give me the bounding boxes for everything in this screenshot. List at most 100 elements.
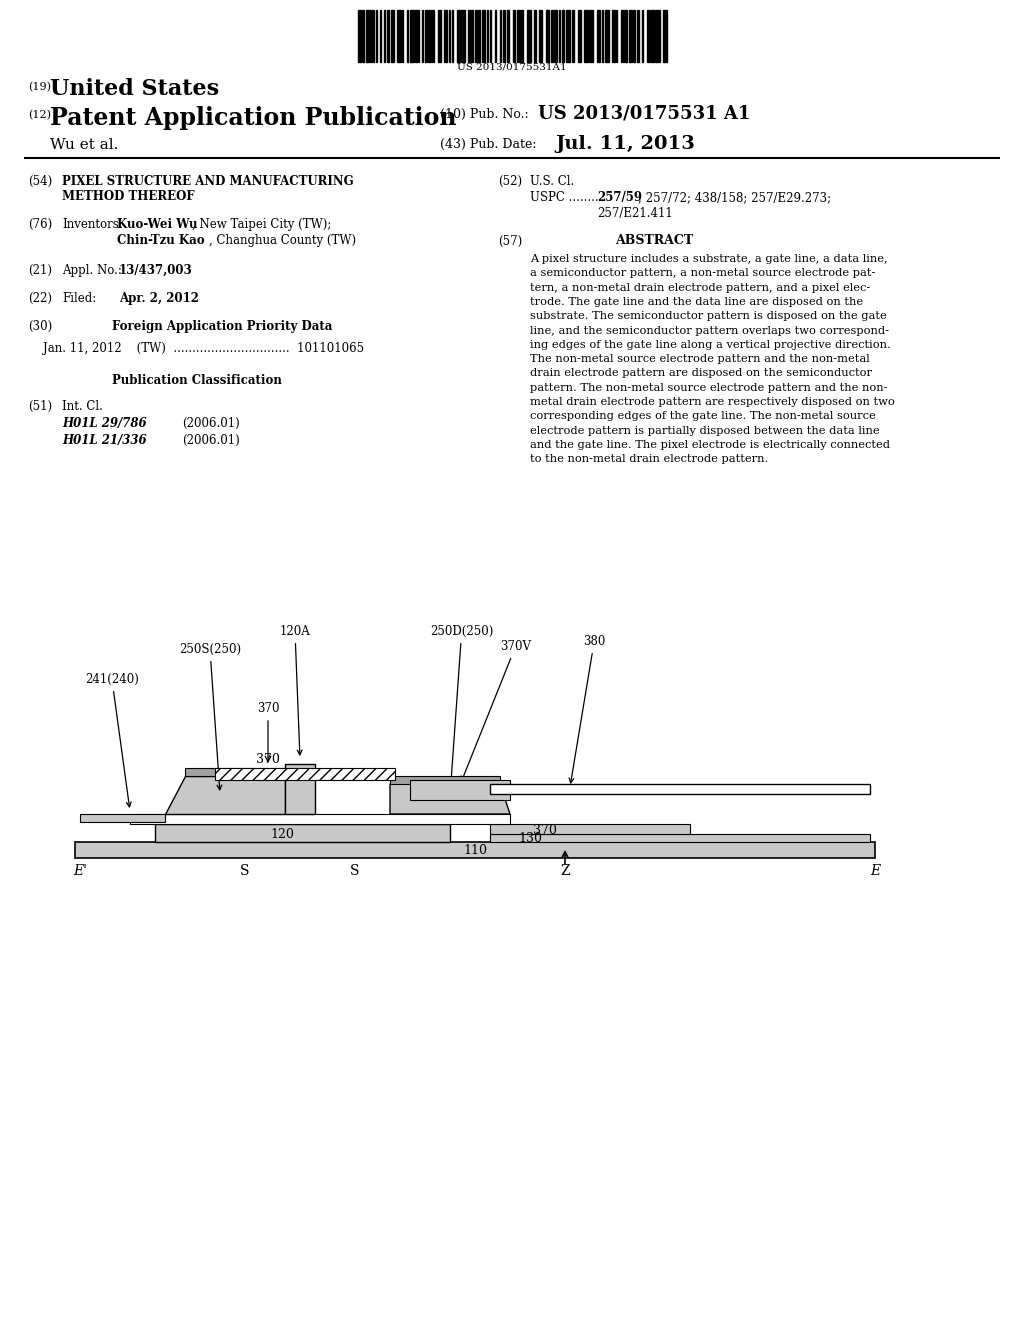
Text: to the non-metal drain electrode pattern.: to the non-metal drain electrode pattern…	[530, 454, 768, 465]
Bar	[633, 11, 635, 62]
Text: line, and the semiconductor pattern overlaps two correspond-: line, and the semiconductor pattern over…	[530, 326, 889, 335]
Text: ; 257/72; 438/158; 257/E29.273;: ; 257/72; 438/158; 257/E29.273;	[638, 191, 831, 205]
Text: 257/E21.411: 257/E21.411	[597, 207, 673, 220]
Bar	[397, 11, 401, 62]
Bar	[490, 784, 870, 795]
Text: (2006.01): (2006.01)	[182, 417, 240, 430]
Polygon shape	[80, 814, 165, 822]
Text: H01L 21/336: H01L 21/336	[62, 434, 146, 447]
Bar	[425, 11, 427, 62]
Text: ing edges of the gate line along a vertical projective direction.: ing edges of the gate line along a verti…	[530, 339, 891, 350]
Bar	[372, 11, 374, 62]
Bar	[554, 11, 557, 62]
Bar	[589, 11, 593, 62]
Bar	[605, 11, 609, 62]
Bar	[562, 11, 564, 62]
Bar	[478, 11, 480, 62]
Polygon shape	[185, 768, 285, 776]
Bar	[444, 11, 447, 62]
Bar	[551, 11, 553, 62]
Bar	[362, 11, 364, 62]
Text: S: S	[241, 865, 250, 878]
Bar	[285, 764, 315, 814]
Text: 370: 370	[534, 824, 557, 837]
Polygon shape	[390, 784, 510, 814]
Text: Filed:: Filed:	[62, 292, 96, 305]
Bar	[663, 11, 667, 62]
Text: E': E'	[73, 865, 87, 878]
Text: (52): (52)	[498, 176, 522, 187]
Bar	[415, 11, 417, 62]
Text: 370: 370	[256, 752, 280, 766]
Text: The non-metal source electrode pattern and the non-metal: The non-metal source electrode pattern a…	[530, 354, 869, 364]
Bar	[624, 11, 627, 62]
Text: a semiconductor pattern, a non-metal source electrode pat-: a semiconductor pattern, a non-metal sou…	[530, 268, 876, 279]
Text: 110: 110	[463, 845, 487, 858]
Text: Chin-Tzu Kao: Chin-Tzu Kao	[117, 234, 205, 247]
Bar	[428, 11, 430, 62]
Text: Patent Application Publication: Patent Application Publication	[50, 106, 457, 129]
Text: drain electrode pattern are disposed on the semiconductor: drain electrode pattern are disposed on …	[530, 368, 872, 379]
Text: ABSTRACT: ABSTRACT	[615, 234, 693, 247]
Text: , New Taipei City (TW);: , New Taipei City (TW);	[193, 218, 332, 231]
Bar	[391, 11, 394, 62]
Text: trode. The gate line and the data line are disposed on the: trode. The gate line and the data line a…	[530, 297, 863, 306]
Bar	[490, 834, 870, 842]
Bar	[629, 11, 632, 62]
Text: 370V: 370V	[461, 640, 531, 781]
Text: E: E	[870, 865, 880, 878]
Text: USPC ........: USPC ........	[530, 191, 599, 205]
Bar	[597, 11, 600, 62]
Bar	[650, 11, 654, 62]
Text: PIXEL STRUCTURE AND MANUFACTURING: PIXEL STRUCTURE AND MANUFACTURING	[62, 176, 353, 187]
Text: substrate. The semiconductor pattern is disposed on the gate: substrate. The semiconductor pattern is …	[530, 312, 887, 321]
Text: (19): (19)	[28, 82, 51, 92]
Bar	[461, 11, 465, 62]
Text: (57): (57)	[498, 235, 522, 248]
Text: METHOD THEREOF: METHOD THEREOF	[62, 190, 195, 203]
Bar	[655, 11, 658, 62]
Bar	[621, 11, 623, 62]
Text: (12): (12)	[28, 110, 51, 120]
Text: 241(240): 241(240)	[85, 673, 139, 807]
Text: S: S	[350, 865, 359, 878]
Text: (10) Pub. No.:: (10) Pub. No.:	[440, 108, 528, 121]
Text: H01L 29/786: H01L 29/786	[62, 417, 146, 430]
Bar	[546, 11, 549, 62]
Bar	[539, 11, 542, 62]
Bar	[578, 11, 581, 62]
Bar	[637, 11, 639, 62]
Bar	[130, 814, 510, 824]
Text: Int. Cl.: Int. Cl.	[62, 400, 102, 413]
Polygon shape	[165, 776, 285, 814]
Text: tern, a non-metal drain electrode pattern, and a pixel elec-: tern, a non-metal drain electrode patter…	[530, 282, 870, 293]
Text: Z: Z	[560, 865, 569, 878]
Text: Jul. 11, 2013: Jul. 11, 2013	[555, 135, 695, 153]
Bar	[513, 11, 515, 62]
Bar	[527, 11, 529, 62]
Text: (30): (30)	[28, 319, 52, 333]
Text: metal drain electrode pattern are respectively disposed on two: metal drain electrode pattern are respec…	[530, 397, 895, 407]
Bar	[572, 11, 574, 62]
Bar	[471, 11, 473, 62]
Text: Apr. 2, 2012: Apr. 2, 2012	[119, 292, 199, 305]
Text: 120: 120	[270, 828, 294, 841]
Text: , Changhua County (TW): , Changhua County (TW)	[209, 234, 356, 247]
Text: 370: 370	[257, 702, 280, 715]
Bar	[468, 11, 470, 62]
Polygon shape	[215, 768, 395, 780]
Text: (76): (76)	[28, 218, 52, 231]
Bar	[482, 11, 485, 62]
Text: 257/59: 257/59	[597, 191, 642, 205]
Bar	[155, 824, 450, 842]
Bar	[387, 11, 389, 62]
Bar	[475, 11, 477, 62]
Text: 380: 380	[569, 635, 605, 783]
Text: Foreign Application Priority Data: Foreign Application Priority Data	[112, 319, 333, 333]
Bar	[520, 11, 523, 62]
Text: (2006.01): (2006.01)	[182, 434, 240, 447]
Bar	[534, 11, 536, 62]
Bar	[438, 11, 441, 62]
Bar	[457, 11, 460, 62]
Text: US 2013/0175531A1: US 2013/0175531A1	[457, 63, 567, 73]
